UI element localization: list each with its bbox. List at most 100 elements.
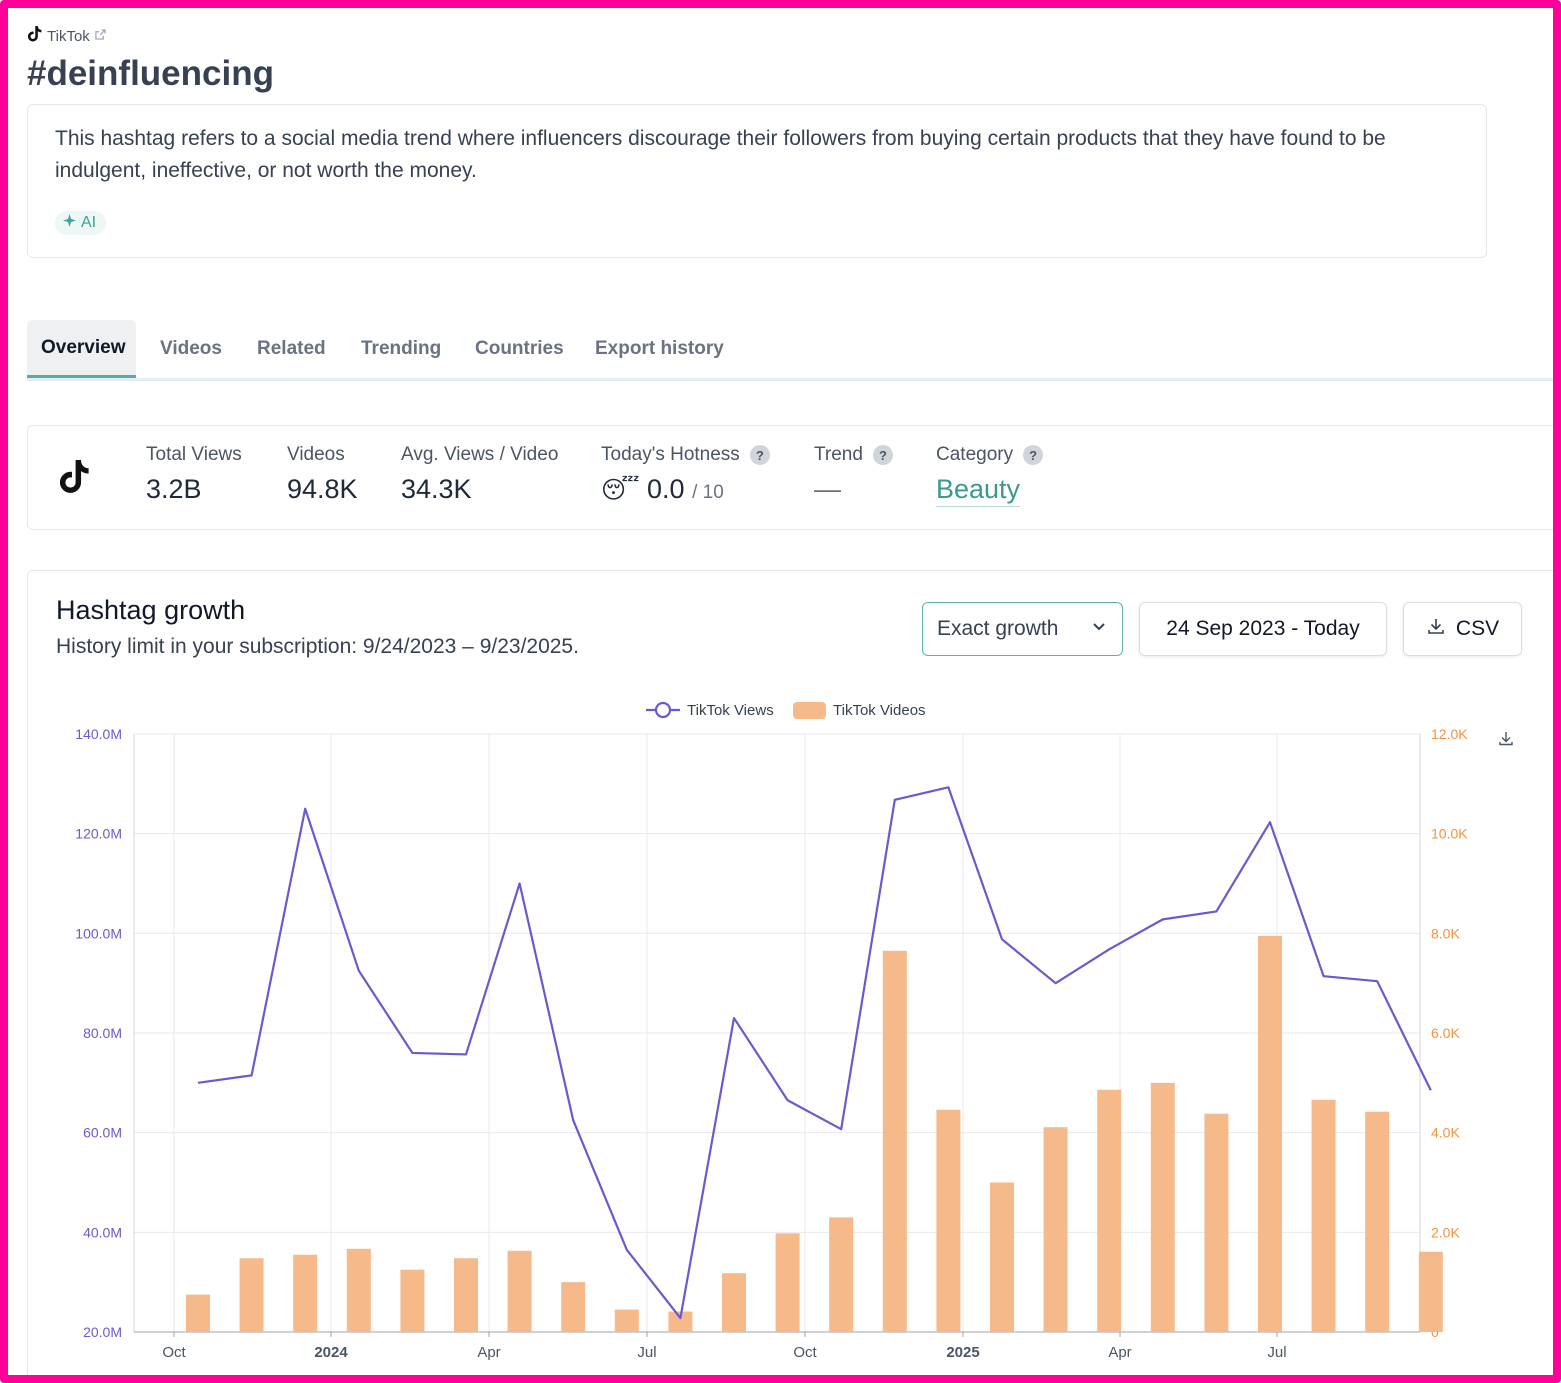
growth-mode-select[interactable]: Exact growth bbox=[922, 602, 1123, 656]
help-icon[interactable]: ? bbox=[872, 445, 893, 465]
y-right-tick-label: 12.0K bbox=[1431, 726, 1468, 742]
bar-tiktok-videos bbox=[936, 1109, 961, 1332]
stat-value: 3.2B bbox=[146, 474, 202, 504]
y-right-tick-label: 10.0K bbox=[1431, 826, 1468, 842]
bar-tiktok-videos bbox=[990, 1182, 1014, 1332]
source-link[interactable]: TikTok bbox=[27, 26, 106, 46]
page-title: #deinfluencing bbox=[27, 54, 274, 93]
help-icon[interactable]: ? bbox=[749, 445, 770, 465]
tab-export-history[interactable]: Export history bbox=[595, 338, 724, 359]
y-left-tick-label: 80.0M bbox=[83, 1025, 122, 1041]
bar-tiktok-videos bbox=[829, 1217, 854, 1332]
stat-videos: Videos 94.8K bbox=[287, 444, 358, 505]
growth-mode-value: Exact growth bbox=[937, 617, 1059, 640]
bar-tiktok-videos bbox=[1365, 1111, 1390, 1332]
bar-tiktok-videos bbox=[614, 1309, 639, 1332]
stat-avg-views: Avg. Views / Video 34.3K bbox=[401, 444, 558, 505]
y-left-tick-label: 20.0M bbox=[83, 1324, 122, 1340]
sleepy-emoji-icon: 😴 bbox=[601, 477, 640, 504]
bar-tiktok-videos bbox=[293, 1254, 318, 1332]
tab-bar: Overview Videos Related Trending Countri… bbox=[27, 320, 1553, 381]
ai-badge-label: AI bbox=[81, 214, 97, 231]
y-left-tick-label: 60.0M bbox=[83, 1125, 122, 1141]
external-link-icon bbox=[95, 29, 106, 43]
x-tick-label: Oct bbox=[793, 1344, 817, 1361]
stat-label: Category bbox=[936, 444, 1014, 465]
x-tick-label: 2025 bbox=[946, 1344, 979, 1361]
hotness-max: / 10 bbox=[692, 482, 724, 503]
stat-hotness: Today's Hotness ? 😴 0.0 / 10 bbox=[601, 444, 770, 505]
y-left-tick-label: 40.0M bbox=[83, 1224, 122, 1240]
page: TikTok #deinfluencing This hashtag refer… bbox=[8, 8, 1553, 1375]
trend-value: — bbox=[814, 474, 841, 504]
stat-value: 34.3K bbox=[401, 474, 472, 504]
x-tick-label: Jul bbox=[1267, 1344, 1286, 1361]
hotness-value: 0.0 bbox=[647, 474, 685, 504]
line-tiktok-views bbox=[197, 786, 1432, 1320]
bar-tiktok-videos bbox=[561, 1282, 586, 1332]
description-card: This hashtag refers to a social media tr… bbox=[27, 104, 1487, 258]
stat-label: Trend bbox=[814, 444, 863, 465]
stat-label: Today's Hotness bbox=[601, 444, 740, 465]
y-left-tick-label: 100.0M bbox=[75, 925, 122, 941]
tab-countries[interactable]: Countries bbox=[475, 338, 564, 359]
date-range-label: 24 Sep 2023 - Today bbox=[1166, 617, 1360, 640]
y-right-tick-label: 4.0K bbox=[1431, 1125, 1460, 1141]
tab-trending[interactable]: Trending bbox=[361, 338, 442, 359]
ai-badge: AI bbox=[55, 211, 107, 235]
x-tick-label: Apr bbox=[477, 1344, 500, 1361]
bar-tiktok-videos bbox=[507, 1250, 532, 1332]
x-tick-label: Oct bbox=[162, 1344, 186, 1361]
bar-tiktok-videos bbox=[346, 1248, 371, 1332]
tab-videos[interactable]: Videos bbox=[160, 338, 222, 359]
bar-tiktok-videos bbox=[186, 1294, 210, 1332]
stats-card: Total Views 3.2B Videos 94.8K Avg. Views… bbox=[27, 425, 1553, 530]
csv-label: CSV bbox=[1455, 617, 1500, 640]
legend-label-views: TikTok Views bbox=[687, 702, 774, 719]
bar-tiktok-videos bbox=[1150, 1082, 1175, 1332]
bar-tiktok-videos bbox=[1418, 1251, 1443, 1332]
x-tick-label: 2024 bbox=[314, 1344, 348, 1361]
tiktok-logo-icon bbox=[59, 460, 90, 499]
growth-chart: 20.0M040.0M2.0K60.0M4.0K80.0M6.0K100.0M8… bbox=[75, 701, 1513, 1361]
source-label: TikTok bbox=[47, 27, 90, 45]
download-icon[interactable] bbox=[1499, 732, 1513, 746]
stat-label: Total Views bbox=[146, 444, 242, 465]
growth-card: Hashtag growth History limit in your sub… bbox=[27, 570, 1553, 1375]
download-icon bbox=[1426, 616, 1446, 642]
tab-overview[interactable]: Overview bbox=[27, 320, 136, 378]
y-right-tick-label: 6.0K bbox=[1431, 1025, 1460, 1041]
date-range-button[interactable]: 24 Sep 2023 - Today bbox=[1139, 602, 1387, 656]
stat-total-views: Total Views 3.2B bbox=[146, 444, 242, 505]
bar-tiktok-videos bbox=[400, 1269, 425, 1332]
stat-trend: Trend ? — bbox=[814, 444, 893, 505]
category-link[interactable]: Beauty bbox=[936, 474, 1021, 507]
x-tick-label: Jul bbox=[637, 1344, 656, 1361]
bar-tiktok-videos bbox=[1043, 1127, 1068, 1332]
growth-title: Hashtag growth bbox=[56, 595, 246, 625]
tab-related[interactable]: Related bbox=[257, 338, 326, 359]
stat-category: Category ? Beauty bbox=[936, 444, 1044, 507]
legend-videos-swatch bbox=[793, 702, 826, 719]
description-text: This hashtag refers to a social media tr… bbox=[55, 127, 1386, 182]
help-icon[interactable]: ? bbox=[1023, 445, 1044, 465]
legend-views-marker bbox=[654, 701, 672, 719]
tiktok-icon bbox=[27, 26, 42, 46]
bar-tiktok-videos bbox=[722, 1273, 746, 1332]
bar-tiktok-videos bbox=[454, 1258, 478, 1332]
y-right-tick-label: 8.0K bbox=[1431, 925, 1460, 941]
bar-tiktok-videos bbox=[668, 1311, 693, 1332]
stat-label: Videos bbox=[287, 444, 345, 465]
chevron-down-icon bbox=[1090, 617, 1108, 641]
stat-value: 94.8K bbox=[287, 474, 358, 504]
y-left-tick-label: 120.0M bbox=[75, 826, 122, 842]
bar-tiktok-videos bbox=[1258, 935, 1282, 1332]
x-tick-label: Apr bbox=[1108, 1344, 1131, 1361]
y-left-tick-label: 140.0M bbox=[75, 726, 122, 742]
bar-tiktok-videos bbox=[1311, 1099, 1336, 1332]
bar-tiktok-videos bbox=[239, 1258, 264, 1332]
bar-tiktok-videos bbox=[1204, 1113, 1229, 1332]
csv-button[interactable]: CSV bbox=[1403, 602, 1522, 656]
bar-tiktok-videos bbox=[775, 1233, 800, 1332]
bar-tiktok-videos bbox=[1097, 1089, 1122, 1332]
